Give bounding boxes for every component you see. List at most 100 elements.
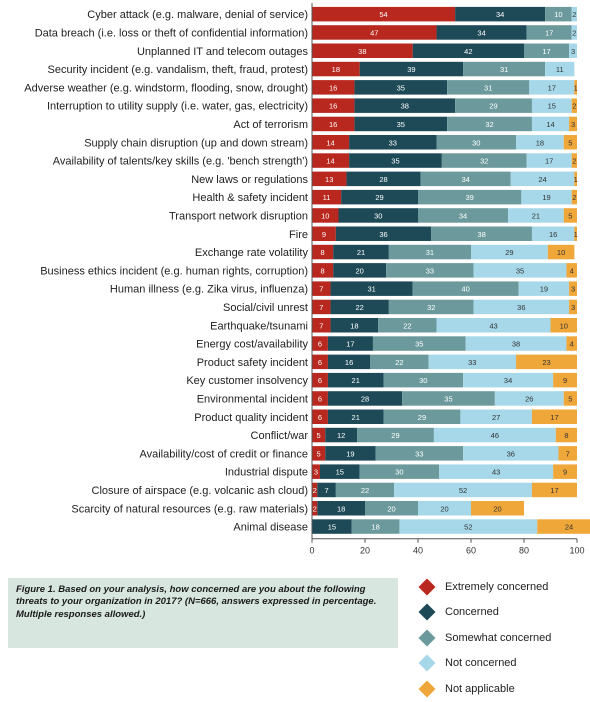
bar-segment	[325, 446, 376, 461]
bar-segment	[531, 98, 572, 113]
data-label: 54	[379, 10, 387, 19]
category-label: Product safety incident	[197, 357, 308, 369]
bar-segment	[436, 25, 527, 40]
bar-segment	[312, 391, 328, 406]
category-label: Conflict/war	[251, 430, 309, 442]
data-label: 40	[462, 285, 470, 294]
data-label: 12	[337, 431, 345, 440]
bar-segment	[312, 336, 328, 351]
bar-segment	[335, 482, 395, 498]
bar-segment	[312, 446, 326, 461]
data-label: 2	[572, 10, 576, 19]
data-label: 22	[361, 486, 369, 495]
category-label: Social/civil unrest	[223, 302, 308, 314]
bar-segment	[494, 391, 564, 406]
bar-segment	[574, 80, 577, 95]
category-label: Closure of airspace (e.g. volcanic ash c…	[92, 485, 308, 497]
x-tick-label: 60	[466, 546, 476, 556]
bar-segment	[508, 208, 564, 223]
bar-segment	[312, 171, 347, 187]
bar-segment	[312, 80, 355, 95]
legend-swatch	[418, 578, 436, 596]
bar-segment	[418, 208, 509, 223]
data-label: 19	[346, 449, 354, 458]
legend-item: Not applicable	[418, 676, 588, 702]
data-label: 20	[356, 266, 364, 275]
bar-segment	[312, 318, 331, 333]
data-label: 8	[321, 266, 325, 275]
bar-segment	[327, 409, 384, 424]
data-label: 14	[326, 138, 334, 147]
legend-swatch	[418, 603, 436, 621]
data-label: 6	[318, 358, 322, 367]
legend-item: Concerned	[418, 600, 588, 626]
data-label: 7	[319, 321, 323, 330]
bar-segment	[335, 226, 432, 241]
category-label: Availability of talents/key skills (e.g.…	[53, 156, 308, 168]
bar-segment	[383, 372, 464, 388]
category-label: Business ethics incident (e.g. human rig…	[40, 265, 308, 277]
data-label: 24	[538, 175, 546, 184]
bar-segment	[526, 25, 572, 40]
bar-segment	[418, 501, 471, 516]
category-label: Exchange rate volatility	[195, 247, 309, 259]
data-label: 17	[346, 340, 354, 349]
category-label: Human illness (e.g. Zika virus, influenz…	[110, 284, 308, 296]
data-label: 23	[542, 358, 550, 367]
data-label: 32	[427, 303, 435, 312]
data-label: 52	[464, 523, 472, 532]
bar-segment	[571, 6, 577, 22]
data-label: 18	[536, 138, 544, 147]
bar-segment	[436, 135, 517, 150]
bar-segment	[317, 501, 365, 516]
data-label: 46	[491, 431, 499, 440]
stacked-bar-chart: Cyber attack (e.g. malware, denial of se…	[24, 3, 590, 556]
bar-segment	[375, 446, 464, 461]
bar-segment	[545, 6, 572, 22]
category-label: Availability/cost of credit or finance	[139, 448, 308, 460]
data-label: 29	[489, 102, 497, 111]
bar-segment	[354, 80, 448, 95]
data-label: 30	[472, 138, 480, 147]
bar-segment	[569, 116, 577, 132]
data-label: 8	[564, 431, 568, 440]
data-label: 11	[323, 193, 331, 202]
legend-swatch	[418, 680, 436, 698]
bar-segment	[524, 43, 570, 58]
bar-segment	[312, 299, 331, 315]
data-label: 38	[512, 340, 520, 349]
data-label: 10	[557, 248, 565, 257]
bar-segment	[312, 61, 360, 77]
data-label: 38	[358, 47, 366, 56]
data-label: 18	[371, 523, 379, 532]
data-label: 32	[485, 120, 493, 129]
x-tick-label: 20	[360, 546, 370, 556]
bar-segment	[566, 336, 577, 351]
data-label: 35	[516, 266, 524, 275]
bar-segment	[471, 501, 524, 516]
bar-segment	[359, 61, 464, 77]
data-label: 19	[540, 285, 548, 294]
data-label: 16	[345, 358, 353, 367]
data-label: 8	[321, 248, 325, 257]
data-label: 30	[419, 376, 427, 385]
data-label: 30	[374, 211, 382, 220]
bar-segment	[338, 208, 418, 223]
bar-segment	[510, 171, 575, 187]
data-label: 14	[326, 157, 334, 166]
bar-segment	[547, 244, 575, 260]
bar-segment	[312, 244, 334, 260]
data-label: 1	[574, 83, 578, 92]
bar-segment	[327, 354, 371, 370]
bar-segment	[312, 409, 328, 424]
category-label: Transport network disruption	[169, 210, 308, 222]
bar-segment	[550, 318, 577, 333]
category-label: Supply chain disruption (up and down str…	[84, 137, 308, 149]
bar-segment	[447, 116, 532, 132]
data-label: 31	[426, 248, 434, 257]
bar-segment	[370, 354, 429, 370]
data-label: 7	[566, 449, 570, 458]
bar-segment	[359, 464, 440, 479]
bar-segment	[327, 372, 384, 388]
category-label: Cyber attack (e.g. malware, denial of se…	[87, 9, 308, 21]
